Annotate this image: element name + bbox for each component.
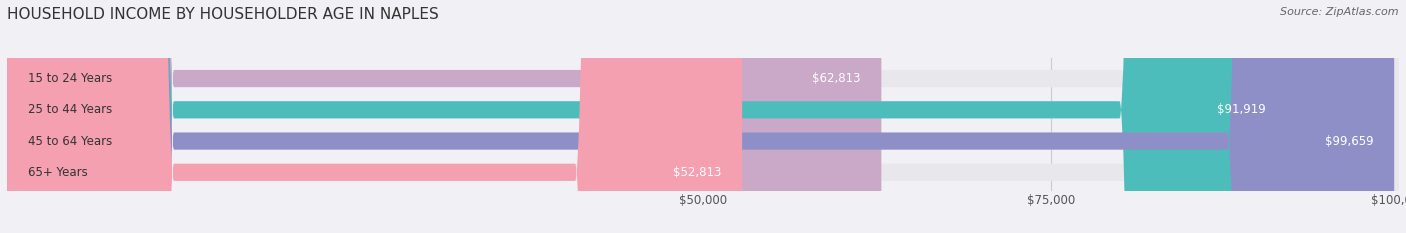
FancyBboxPatch shape [7, 0, 742, 233]
Text: $91,919: $91,919 [1216, 103, 1265, 116]
Text: $62,813: $62,813 [813, 72, 860, 85]
FancyBboxPatch shape [7, 0, 1395, 233]
Text: 15 to 24 Years: 15 to 24 Years [28, 72, 112, 85]
Text: 25 to 44 Years: 25 to 44 Years [28, 103, 112, 116]
Text: 65+ Years: 65+ Years [28, 166, 87, 179]
Text: $52,813: $52,813 [673, 166, 721, 179]
FancyBboxPatch shape [7, 0, 882, 233]
FancyBboxPatch shape [7, 0, 1286, 233]
Text: Source: ZipAtlas.com: Source: ZipAtlas.com [1281, 7, 1399, 17]
FancyBboxPatch shape [7, 0, 1399, 233]
FancyBboxPatch shape [7, 0, 1399, 233]
FancyBboxPatch shape [7, 0, 1399, 233]
FancyBboxPatch shape [7, 0, 1399, 233]
Text: 45 to 64 Years: 45 to 64 Years [28, 135, 112, 147]
Text: $99,659: $99,659 [1324, 135, 1374, 147]
Text: HOUSEHOLD INCOME BY HOUSEHOLDER AGE IN NAPLES: HOUSEHOLD INCOME BY HOUSEHOLDER AGE IN N… [7, 7, 439, 22]
